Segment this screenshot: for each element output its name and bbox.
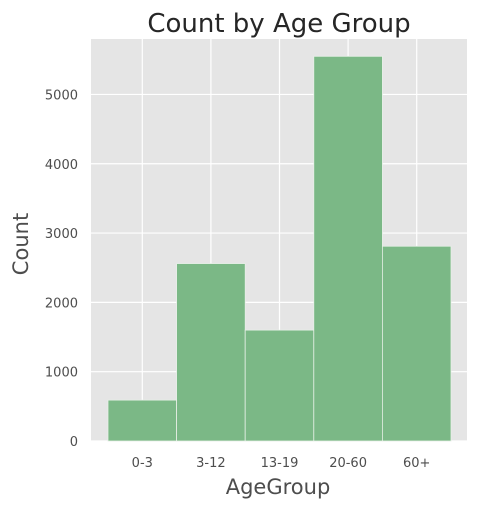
bar-20-60: [313, 55, 383, 442]
y-tick-label-2: 2000: [45, 296, 78, 311]
chart-title: Count by Age Group: [147, 9, 410, 39]
bar-3-12: [176, 263, 246, 442]
x-tick-labels: 0-3 3-12 13-19 20-60 60+: [132, 456, 431, 471]
x-tick-label-20-60: 20-60: [329, 456, 367, 471]
y-tick-label-4: 4000: [45, 158, 78, 173]
y-tick-label-5: 5000: [45, 88, 78, 103]
x-axis-title: AgeGroup: [226, 475, 331, 499]
x-tick-label-60+: 60+: [403, 456, 430, 471]
y-tick-label-0: 0: [70, 435, 78, 450]
bars-group: [107, 55, 452, 442]
bar-60+: [381, 245, 452, 442]
x-tick-label-13-19: 13-19: [261, 456, 299, 471]
y-tick-label-1: 1000: [45, 366, 78, 381]
bar-0-3: [107, 399, 177, 442]
bar-13-19: [244, 329, 315, 442]
x-tick-label-3-12: 3-12: [196, 456, 226, 471]
x-tick-label-0-3: 0-3: [132, 456, 153, 471]
y-tick-labels: 0 1000 2000 3000 4000 5000: [45, 88, 78, 450]
y-tick-label-3: 3000: [45, 227, 78, 242]
y-axis-title: Count: [9, 213, 33, 275]
